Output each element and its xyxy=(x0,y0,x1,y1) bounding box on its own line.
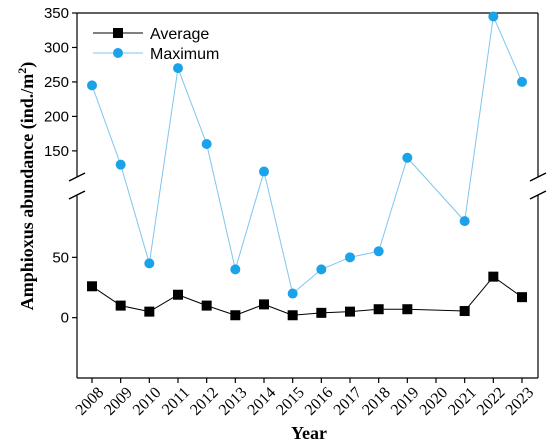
series-maximum-segment xyxy=(378,157,408,252)
series-average-point xyxy=(316,307,327,318)
series-maximum-point xyxy=(517,76,527,87)
x-axis-ticks: 2008200920102011201220132014201520162017… xyxy=(73,378,538,419)
series-maximum-point xyxy=(115,159,126,170)
series-average-point xyxy=(115,300,126,311)
legend-average-marker xyxy=(113,28,123,38)
series-maximum-segment xyxy=(464,16,494,222)
x-tick-label: 2014 xyxy=(245,384,280,419)
series-maximum-point xyxy=(259,166,269,177)
series-average-point xyxy=(87,281,97,292)
series-maximum-point xyxy=(373,246,384,257)
legend-maximum-label: Maximum xyxy=(150,46,219,63)
y-tick-label: 0 xyxy=(61,310,69,327)
axis-break-mark-left-lower xyxy=(68,190,86,200)
y-axis-title: Amphioxus abundance (ind./m2) xyxy=(15,62,38,311)
x-tick-label: 2020 xyxy=(417,384,452,419)
series-maximum xyxy=(87,11,527,299)
x-tick-label: 2015 xyxy=(273,384,308,419)
series-average-point xyxy=(287,310,298,321)
series-maximum-point xyxy=(488,11,499,22)
x-axis-title: Year xyxy=(291,423,327,443)
y-axis-ticks: 0 50 150 200 250 300 350 xyxy=(44,5,77,327)
series-average-point xyxy=(517,292,527,303)
legend: Average Maximum xyxy=(93,26,219,63)
series-maximum-segment xyxy=(321,256,351,270)
series-maximum-point xyxy=(402,152,413,163)
x-tick-label: 2022 xyxy=(474,384,509,419)
series-maximum-segment xyxy=(120,164,150,264)
series-maximum-segment xyxy=(91,85,122,165)
x-tick-label: 2012 xyxy=(187,384,222,419)
x-tick-label: 2021 xyxy=(445,384,480,419)
series-maximum-point xyxy=(144,258,155,269)
x-tick-label: 2019 xyxy=(388,384,423,419)
series-average-segment xyxy=(407,308,465,312)
y-tick-label: 250 xyxy=(44,74,69,91)
series-maximum-segment xyxy=(292,269,322,294)
y-tick-label: 350 xyxy=(44,5,69,22)
series-average-point xyxy=(402,304,413,315)
y-tick-label: 50 xyxy=(52,249,69,266)
x-tick-label: 2013 xyxy=(216,384,251,419)
y-axis-title-superscript: 2 xyxy=(15,68,29,74)
axis-break-mark-left-upper xyxy=(68,172,86,182)
axes xyxy=(68,12,547,379)
legend-maximum-marker xyxy=(113,48,123,58)
series-average-point xyxy=(459,306,470,317)
series-average-point xyxy=(373,304,384,315)
series-average-point xyxy=(230,310,241,321)
y-tick-label: 200 xyxy=(44,108,69,125)
series-maximum-segment xyxy=(263,171,294,294)
series-average xyxy=(87,271,527,321)
series-maximum-point xyxy=(87,80,97,91)
x-tick-label: 2018 xyxy=(359,384,394,419)
legend-average-label: Average xyxy=(150,26,209,43)
series-average-segment xyxy=(464,276,494,312)
x-tick-label: 2010 xyxy=(130,384,165,419)
y-tick-label: 300 xyxy=(44,39,69,56)
series-maximum-point xyxy=(459,216,470,227)
y-tick-label: 150 xyxy=(44,143,69,160)
series-average-point xyxy=(488,271,499,282)
series-average-point xyxy=(259,299,269,310)
x-tick-label: 2011 xyxy=(159,384,193,418)
series-maximum-segment xyxy=(492,16,523,83)
series-average-point xyxy=(345,306,355,317)
y-axis-title-main: Amphioxus abundance (ind./m xyxy=(17,74,38,311)
series-maximum-point xyxy=(287,288,298,299)
series-maximum-segment xyxy=(206,143,236,270)
axis-break-mark-right-lower xyxy=(529,190,547,200)
series-maximum-point xyxy=(173,63,183,74)
x-tick-label: 2016 xyxy=(302,384,337,419)
series-maximum-point xyxy=(345,252,355,263)
x-tick-label: 2008 xyxy=(73,384,108,419)
axis-break-mark-right-upper xyxy=(529,172,547,182)
series-maximum-segment xyxy=(177,67,208,145)
series-maximum-segment xyxy=(234,171,265,270)
y-axis-title-close: ) xyxy=(17,62,38,68)
series-maximum-segment xyxy=(406,157,466,222)
plot-series xyxy=(87,11,527,321)
series-maximum-point xyxy=(316,264,327,275)
x-tick-label: 2009 xyxy=(101,384,136,419)
series-maximum-segment xyxy=(148,68,179,264)
series-maximum-point xyxy=(201,138,212,149)
series-average-point xyxy=(201,300,212,311)
series-average-point xyxy=(144,306,155,317)
x-tick-label: 2017 xyxy=(331,384,366,419)
x-tick-label: 2023 xyxy=(503,384,538,419)
series-average-point xyxy=(173,289,183,300)
series-maximum-point xyxy=(230,264,241,275)
